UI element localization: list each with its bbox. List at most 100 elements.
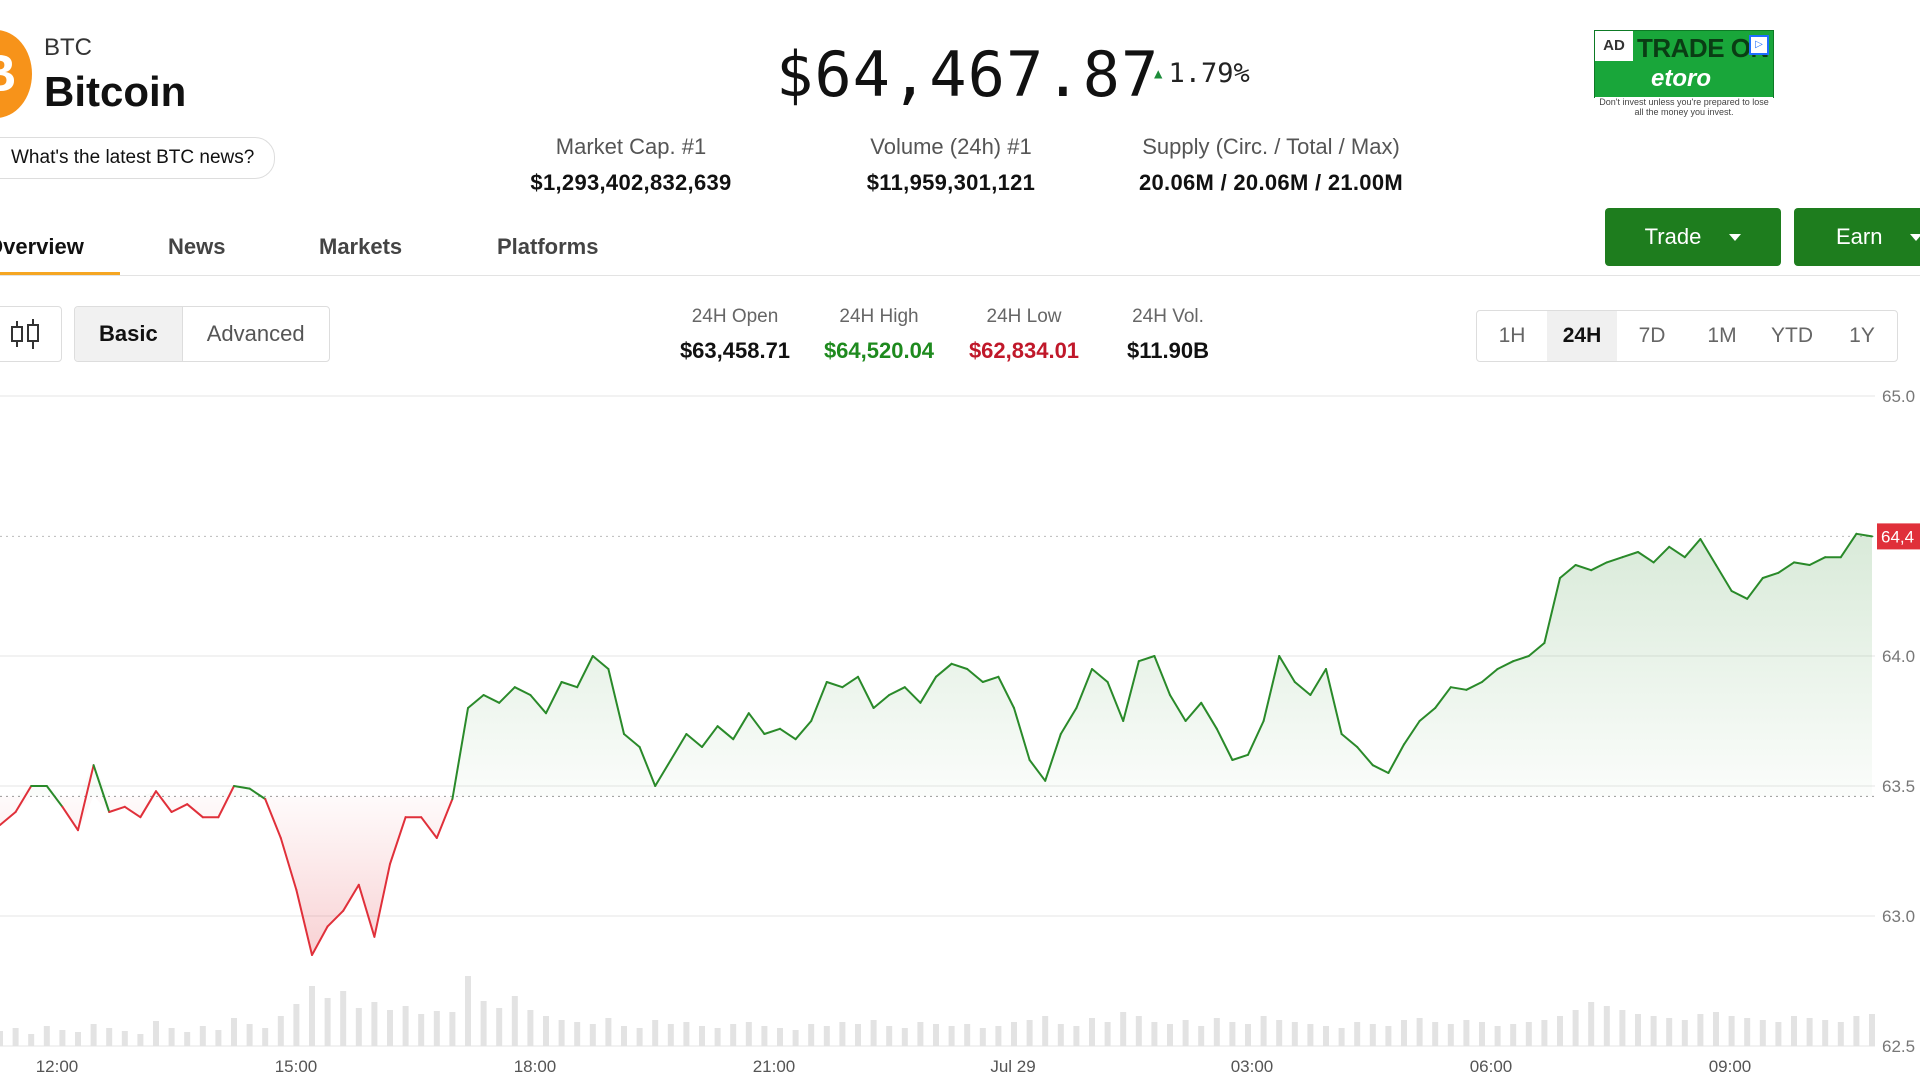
volume-bar: [1104, 1022, 1111, 1046]
price-line-segment: [607, 668, 625, 735]
earn-label: Earn: [1836, 224, 1883, 249]
price-line-segment: [155, 790, 173, 813]
price-line-segment: [1044, 733, 1062, 782]
active-tab-indicator: [0, 272, 120, 276]
price-line-segment: [654, 759, 672, 787]
price-line-segment: [872, 694, 891, 709]
earn-button[interactable]: Earn: [1794, 208, 1920, 266]
tab-platforms[interactable]: Platforms: [497, 234, 599, 259]
price-line-segment: [1777, 561, 1795, 574]
volume-bar: [215, 1030, 222, 1046]
trade-button[interactable]: Trade: [1605, 208, 1781, 266]
volume-bar: [511, 996, 518, 1046]
price-line-segment: [560, 681, 579, 689]
volume-bar: [402, 1006, 409, 1046]
ohlc-high: 24H High $64,520.04: [804, 306, 954, 364]
volume-bar: [979, 1028, 986, 1046]
volume-bar: [137, 1034, 144, 1046]
volume-bar: [1057, 1024, 1064, 1046]
volume-bar: [1713, 1012, 1719, 1046]
volume-bar: [1135, 1016, 1142, 1046]
volume-bar: [1463, 1020, 1470, 1046]
volume-bar: [277, 1016, 284, 1046]
x-tick-label: 12:00: [36, 1057, 79, 1076]
price-line-segment: [311, 925, 329, 956]
ohlc-volume: 24H Vol. $11.90B: [1093, 306, 1243, 364]
latest-news-button[interactable]: What's the latest BTC news?: [0, 137, 276, 179]
price-line-segment: [451, 707, 469, 800]
view-basic-button[interactable]: Basic: [75, 307, 183, 361]
ad-disclaimer: Don't invest unless you're prepared to l…: [1595, 97, 1773, 117]
range-1m-button[interactable]: 1M: [1707, 324, 1737, 347]
price-line-segment: [1247, 720, 1265, 756]
tab-news[interactable]: News: [168, 234, 226, 259]
price-line-segment: [295, 889, 313, 956]
tab-markets[interactable]: Markets: [319, 234, 403, 259]
price-line-segment: [61, 805, 79, 832]
price-line-segment: [513, 686, 532, 696]
price-line-segment: [1169, 694, 1187, 722]
stat-value: $11,959,301,121: [866, 170, 1036, 195]
view-toggle: Basic Advanced: [74, 306, 330, 362]
volume-bar: [543, 1016, 549, 1046]
volume-bar: [324, 998, 331, 1046]
price-line-segment: [966, 668, 984, 683]
price-line-segment: [732, 712, 750, 741]
range-24h-button[interactable]: 24H: [1547, 311, 1617, 361]
ad-brand: etoro: [1651, 65, 1711, 92]
chart-type-button[interactable]: [0, 306, 62, 362]
volume-bar: [75, 1032, 81, 1046]
volume-bar: [1697, 1014, 1704, 1046]
volume-bar: [1245, 1024, 1251, 1046]
volume-bar: [808, 1024, 815, 1046]
volume-bar: [574, 1022, 581, 1046]
x-tick-label: 18:00: [514, 1057, 557, 1076]
coin-name: Bitcoin: [44, 68, 187, 115]
price-line-segment: [1137, 655, 1156, 663]
price-line-segment: [498, 686, 516, 704]
price-line-segment: [903, 686, 922, 704]
price-line-segment: [825, 681, 844, 689]
price-line-segment: [1512, 655, 1530, 663]
price-line-segment: [1387, 743, 1405, 774]
range-1y-button[interactable]: 1Y: [1849, 324, 1875, 347]
price-line-segment: [1683, 538, 1702, 559]
view-advanced-button[interactable]: Advanced: [206, 321, 305, 346]
price-line-segment: [591, 655, 610, 670]
price-chart[interactable]: 65.0 64.0 63.5 63.0 62.5 64,4 12:00 15:00 18:00 2…: [0, 380, 1920, 1080]
volume-bar: [371, 1002, 378, 1046]
price-line-segment: [389, 816, 407, 865]
ad-choices-icon[interactable]: ▷: [1749, 35, 1769, 55]
range-7d-button[interactable]: 7D: [1638, 324, 1666, 347]
range-1h-button[interactable]: 1H: [1498, 324, 1526, 347]
price-line-segment: [997, 675, 1015, 709]
range-ytd-button[interactable]: YTD: [1771, 324, 1813, 347]
volume-bar: [667, 1024, 674, 1046]
advertisement-banner[interactable]: AD TRADE ON etoro ▷ Don't invest unless …: [1594, 30, 1774, 117]
area-above-open: [0, 533, 1872, 797]
price-line-segment: [1091, 668, 1109, 683]
stat-label: Volume (24h) #1: [870, 134, 1032, 159]
volume-bar: [1494, 1026, 1501, 1046]
volume-bar: [1650, 1016, 1657, 1046]
ohlc-value: $11.90B: [1127, 338, 1209, 363]
volume-bar: [605, 1018, 612, 1046]
stat-label: Supply (Circ. / Total / Max): [1142, 134, 1400, 159]
price-line-segment: [1793, 561, 1811, 566]
volume-bar: [262, 1028, 269, 1046]
price-line-segment: [139, 790, 157, 819]
volume-bar: [449, 1012, 456, 1046]
price-line-segment: [279, 837, 298, 891]
volume-bar: [28, 1034, 35, 1046]
price-line-segment: [1231, 753, 1249, 761]
ohlc-value: $64,520.04: [823, 338, 935, 363]
volume-bar: [1416, 1018, 1423, 1046]
tab-overview[interactable]: Overview: [0, 234, 84, 259]
volume-bar: [168, 1028, 175, 1046]
price-line-segment: [794, 720, 813, 741]
volume-bar: [1525, 1022, 1532, 1046]
volume-bar: [1619, 1010, 1626, 1046]
volume-bar: [387, 1010, 393, 1046]
volume-bar: [433, 1011, 440, 1046]
price-line-segment: [919, 675, 937, 704]
